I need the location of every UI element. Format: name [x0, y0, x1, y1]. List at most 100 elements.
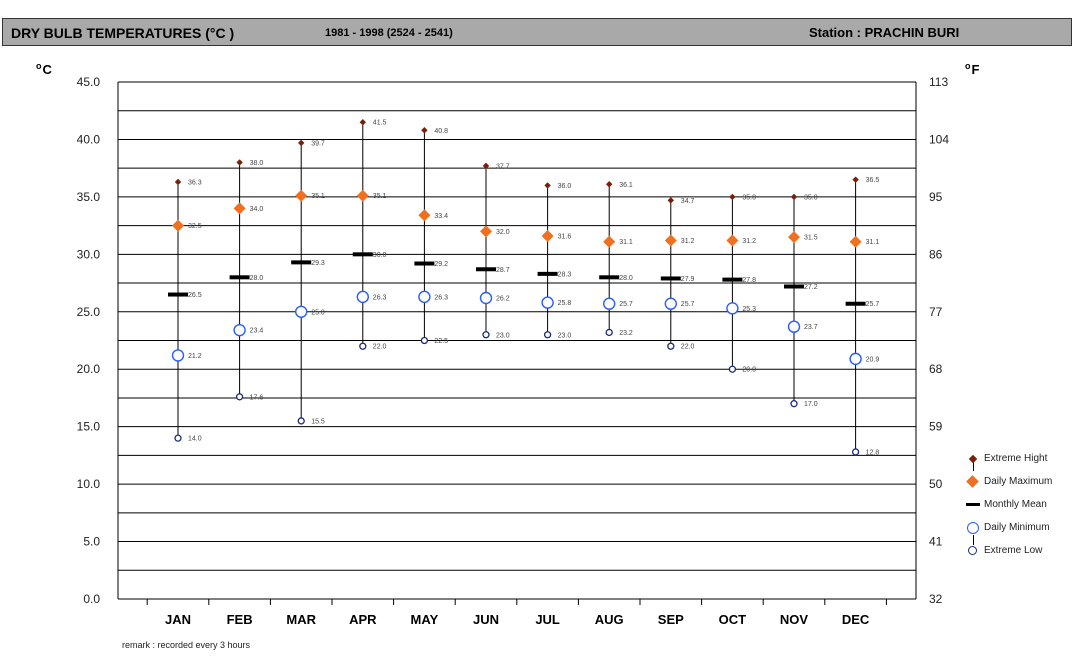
y2-tick-label: 32 — [929, 592, 943, 606]
y2-tick-label: 113 — [929, 75, 948, 89]
daily-min-point — [541, 296, 554, 309]
daily-min-label: 23.4 — [250, 328, 264, 335]
daily-max-point — [295, 189, 308, 202]
y-tick-label: 10.0 — [77, 477, 101, 491]
legend-extreme-low: Extreme Low — [964, 534, 1074, 562]
extreme-high-label: 37.7 — [496, 163, 510, 170]
y-tick-label: 30.0 — [77, 247, 101, 261]
extreme-low-point — [605, 328, 613, 337]
chart-title: DRY BULB TEMPERATURES (°C ) — [11, 25, 235, 41]
extreme-low-marker-icon — [964, 534, 984, 558]
extreme-low-point — [482, 331, 490, 339]
daily-min-label: 26.2 — [496, 295, 510, 302]
y-tick-label: 25.0 — [77, 305, 101, 319]
monthly-mean-marker-icon — [964, 498, 984, 512]
monthly-mean-point — [722, 277, 743, 282]
daily-min-label: 25.3 — [742, 306, 756, 313]
monthly-mean-label: 28.0 — [619, 275, 633, 282]
daily-min-point — [418, 290, 431, 304]
daily-max-label: 35.1 — [373, 193, 387, 200]
daily-max-marker-icon — [964, 475, 984, 489]
extreme-high-point — [790, 193, 798, 201]
daily-max-point — [788, 231, 800, 244]
extreme-low-label: 17.0 — [804, 401, 818, 408]
monthly-mean-point — [476, 267, 496, 272]
monthly-mean-label: 27.2 — [804, 284, 818, 291]
monthly-mean-point — [291, 260, 312, 265]
extreme-low-label: 22.0 — [681, 344, 695, 351]
daily-max-label: 31.2 — [742, 238, 756, 245]
title-bar: DRY BULB TEMPERATURES (°C ) 1981 - 1998 … — [2, 18, 1072, 46]
monthly-mean-point — [660, 276, 681, 281]
extreme-low-label: 17.6 — [250, 394, 264, 401]
x-category-label: FEB — [227, 612, 253, 627]
daily-max-point — [480, 225, 492, 238]
extreme-high-point — [729, 193, 736, 201]
daily-min-label: 23.7 — [804, 324, 818, 331]
extreme-low-point — [851, 448, 860, 456]
extreme-high-point — [298, 139, 305, 147]
monthly-mean-point — [414, 261, 435, 266]
extreme-high-point — [852, 176, 859, 183]
extreme-high-point — [174, 178, 182, 186]
extreme-high-label: 34.7 — [681, 198, 695, 205]
daily-max-point — [233, 202, 246, 215]
extreme-low-point — [297, 417, 305, 425]
daily-min-point — [787, 320, 801, 333]
extreme-high-point — [667, 197, 674, 204]
extreme-high-label: 35.0 — [742, 194, 756, 201]
daily-max-label: 31.5 — [804, 235, 818, 242]
monthly-mean-point — [599, 275, 620, 280]
x-category-label: JUL — [535, 612, 560, 627]
monthly-mean-label: 27.8 — [742, 277, 756, 284]
daily-max-point — [541, 229, 554, 242]
monthly-mean-label: 28.7 — [496, 267, 510, 274]
monthly-mean-label: 30.0 — [373, 252, 387, 259]
daily-min-label: 25.0 — [311, 309, 325, 316]
daily-max-label: 34.0 — [250, 206, 264, 213]
daily-min-marker-icon — [964, 521, 984, 535]
extreme-high-point — [359, 119, 366, 126]
daily-max-label: 31.1 — [866, 239, 880, 246]
monthly-mean-label: 28.3 — [558, 271, 572, 278]
remark-note: remark : recorded every 3 hours — [122, 640, 251, 650]
daily-max-label: 33.4 — [434, 213, 448, 220]
y-tick-label: 45.0 — [77, 75, 101, 89]
x-category-label: JAN — [165, 612, 191, 627]
x-category-label: SEP — [658, 612, 684, 627]
extreme-high-point — [606, 181, 613, 188]
daily-min-label: 25.8 — [558, 300, 572, 307]
daily-min-label: 21.2 — [188, 353, 202, 360]
extreme-low-point — [235, 393, 244, 401]
y2-tick-label: 77 — [929, 305, 943, 319]
daily-min-point — [603, 297, 616, 310]
extreme-high-label: 36.1 — [619, 182, 633, 189]
extreme-low-label: 14.0 — [188, 436, 202, 443]
chart-period: 1981 - 1998 (2524 - 2541) — [325, 27, 453, 39]
extreme-low-label: 22.5 — [434, 338, 448, 345]
left-axis-unit: oC — [36, 61, 52, 77]
monthly-mean-label: 28.0 — [250, 275, 264, 282]
x-category-label: MAR — [286, 612, 316, 627]
extreme-high-label: 35.0 — [804, 194, 818, 201]
monthly-mean-label: 26.5 — [188, 292, 202, 299]
monthly-mean-point — [537, 271, 558, 276]
extreme-high-label: 40.8 — [434, 128, 448, 135]
extreme-low-label: 23.2 — [619, 330, 633, 337]
monthly-mean-label: 29.3 — [311, 260, 325, 267]
extreme-low-point — [790, 400, 798, 408]
extreme-high-marker-icon — [964, 452, 984, 471]
daily-max-point — [418, 209, 431, 222]
monthly-mean-label: 29.2 — [434, 261, 448, 268]
extreme-high-label: 36.0 — [558, 183, 572, 190]
y-tick-label: 40.0 — [77, 132, 101, 146]
daily-min-point — [233, 323, 246, 337]
daily-max-point — [726, 234, 739, 247]
monthly-mean-point — [352, 252, 373, 257]
monthly-mean-label: 27.9 — [681, 276, 695, 283]
y-tick-label: 15.0 — [77, 420, 101, 434]
y-tick-label: 5.0 — [83, 535, 100, 549]
legend-monthly-mean: Monthly Mean — [964, 493, 1074, 516]
monthly-mean-point — [229, 275, 250, 280]
extreme-low-point — [728, 365, 737, 373]
